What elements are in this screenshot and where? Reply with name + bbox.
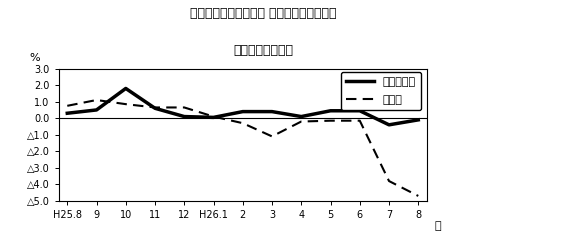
製造業 [386, 180, 393, 183]
調査産業計 [181, 115, 188, 118]
Line: 製造業: 製造業 [67, 100, 418, 196]
Text: 月: 月 [435, 221, 441, 231]
Text: %: % [29, 53, 40, 63]
調査産業計 [93, 109, 100, 111]
調査産業計 [210, 116, 217, 119]
Legend: 調査産業計, 製造業: 調査産業計, 製造業 [340, 72, 422, 110]
製造業 [64, 104, 71, 107]
製造業 [181, 106, 188, 109]
調査産業計 [122, 87, 129, 90]
調査産業計 [356, 109, 363, 112]
調査産業計 [415, 118, 422, 121]
調査産業計 [386, 123, 393, 126]
製造業 [269, 135, 276, 138]
製造業 [298, 120, 305, 123]
製造業 [356, 119, 363, 122]
製造業 [152, 106, 159, 109]
調査産業計 [298, 115, 305, 118]
調査産業計 [152, 107, 159, 110]
調査産業計 [269, 110, 276, 113]
製造業 [122, 103, 129, 106]
Text: 第３図　常用雇用指数 対前年同月比の推移: 第３図 常用雇用指数 対前年同月比の推移 [190, 7, 336, 20]
製造業 [415, 195, 422, 197]
Text: （規模５人以上）: （規模５人以上） [233, 44, 293, 57]
調査産業計 [64, 112, 71, 115]
製造業 [327, 119, 334, 122]
製造業 [210, 115, 217, 118]
製造業 [239, 122, 246, 125]
調査産業計 [239, 110, 246, 113]
製造業 [93, 98, 100, 101]
Line: 調査産業計: 調査産業計 [67, 88, 418, 125]
調査産業計 [327, 109, 334, 112]
